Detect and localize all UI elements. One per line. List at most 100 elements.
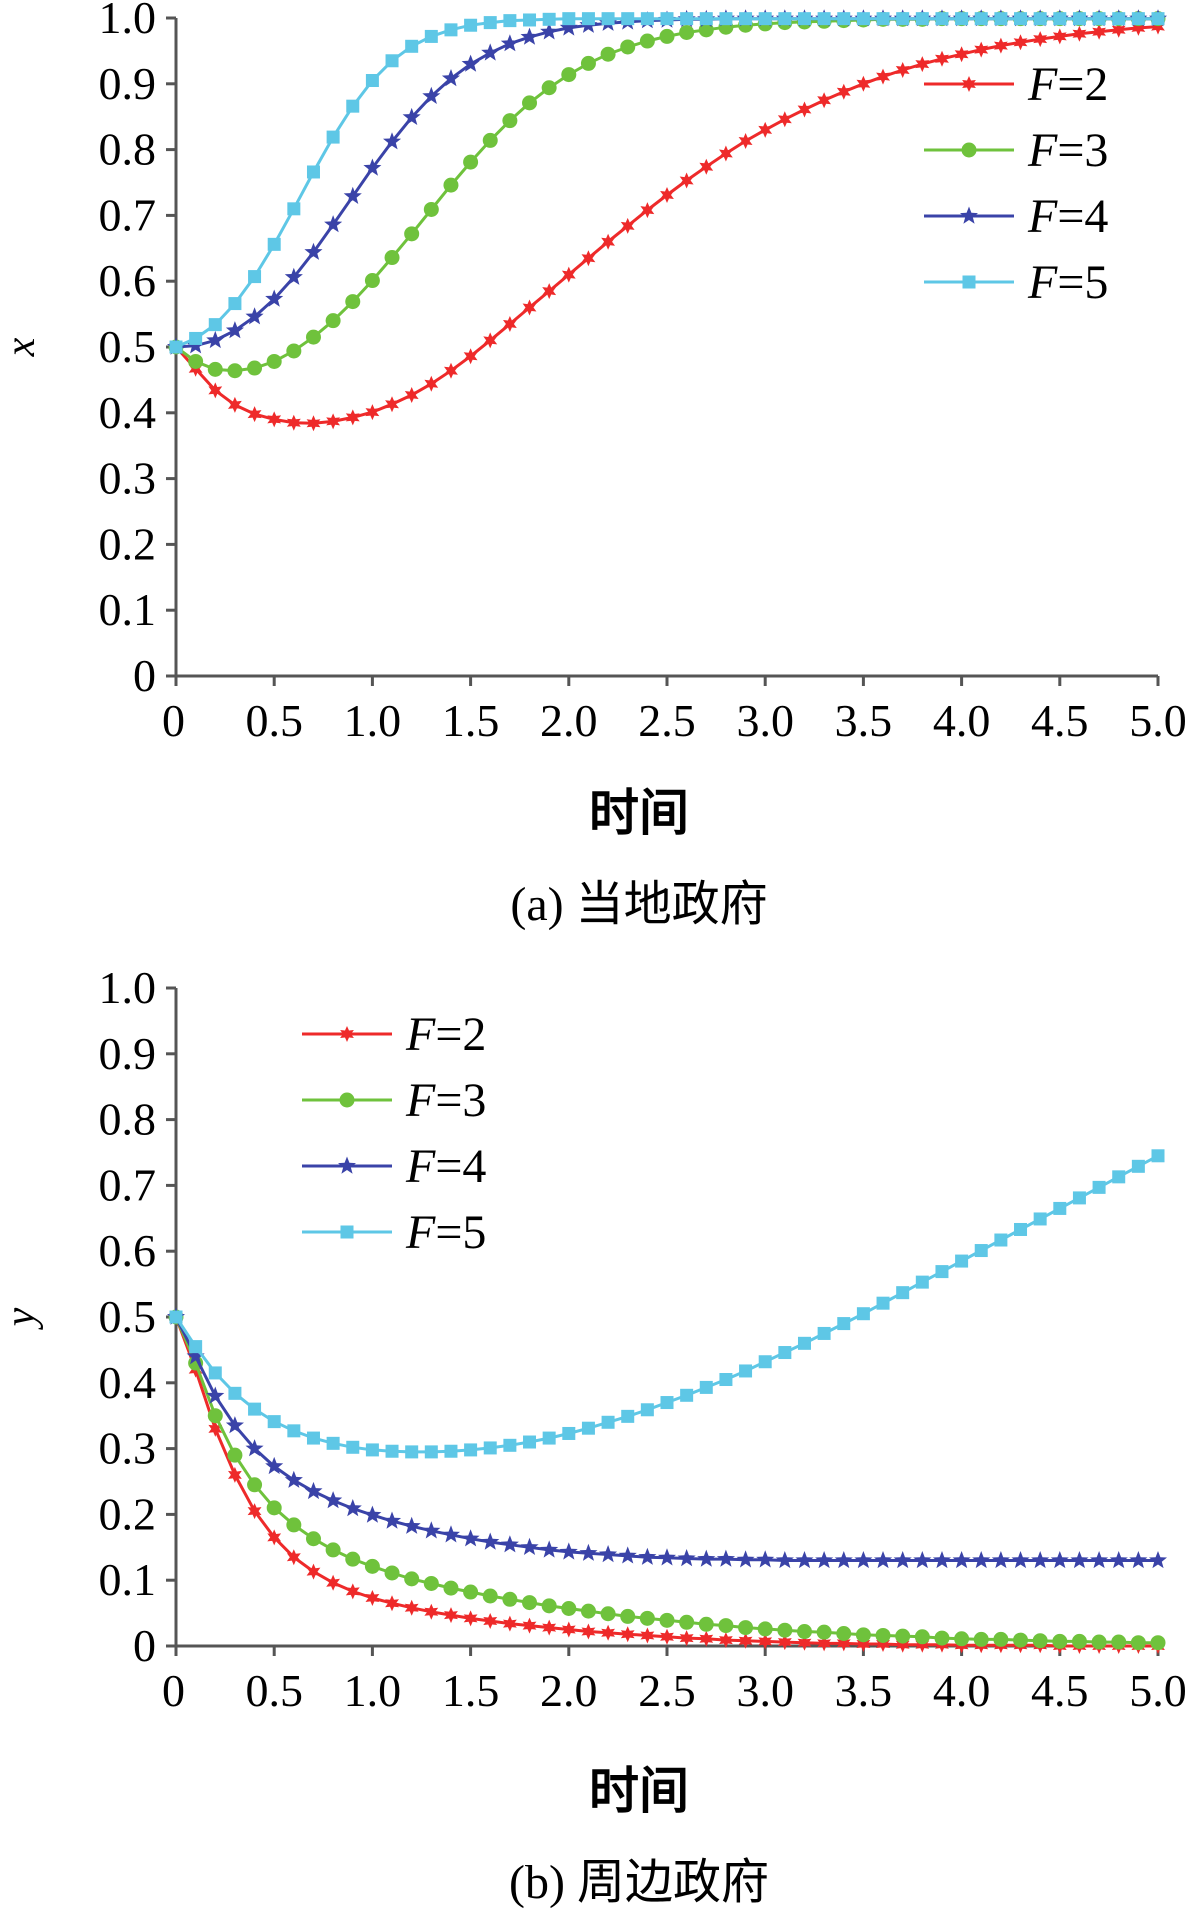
data-point [896, 12, 910, 26]
data-point [679, 1614, 695, 1630]
data-point [208, 1366, 222, 1380]
data-point [267, 1415, 281, 1429]
x-tick-label: 3.5 [835, 1665, 893, 1716]
data-point [542, 12, 556, 26]
data-point [935, 50, 949, 67]
data-point [483, 1441, 497, 1455]
data-point [758, 1355, 772, 1369]
data-point [286, 1517, 302, 1533]
data-point [404, 387, 419, 403]
data-point [228, 297, 242, 311]
data-point [874, 1551, 893, 1569]
data-point [993, 1631, 1009, 1647]
data-point [1052, 1633, 1068, 1649]
data-point [658, 1548, 676, 1566]
data-point [267, 1529, 282, 1546]
data-point [1151, 1149, 1165, 1163]
tick-labels-b: 0 0.1 0.2 0.3 0.4 0.5 0.6 0.7 0.8 0.9 1.0 0 0.5 1.0 1.… [99, 962, 1187, 1716]
data-point [248, 270, 262, 284]
y-tick-label: 0 [133, 650, 156, 701]
data-point [365, 1443, 379, 1457]
legend-item: F=5 [924, 256, 1108, 309]
data-point [503, 316, 517, 332]
data-point [915, 1636, 930, 1653]
data-point [346, 99, 360, 113]
series-line [174, 1316, 1158, 1645]
data-point [738, 133, 753, 149]
data-point [876, 1296, 890, 1310]
data-point [284, 1470, 303, 1488]
data-point [365, 1590, 380, 1606]
data-point [1072, 1191, 1086, 1205]
data-point [306, 1431, 320, 1445]
x-tick-label: 2.0 [540, 1665, 598, 1716]
data-point [405, 39, 419, 53]
data-point [659, 1612, 675, 1628]
x-tick-label: 0.5 [245, 695, 303, 746]
data-point [581, 12, 595, 26]
legend-label: F=2 [405, 1008, 486, 1061]
data-point [463, 348, 478, 365]
data-point [422, 86, 441, 104]
x-tick-label: 2.5 [638, 1665, 696, 1716]
data-point [1070, 1551, 1089, 1569]
data-point [306, 165, 320, 179]
y-tick-label: 0.2 [99, 1488, 157, 1539]
data-point [580, 55, 596, 71]
data-point [1013, 34, 1028, 51]
data-point [639, 33, 655, 49]
x-tick-label: 1.0 [344, 695, 402, 746]
data-point [522, 1617, 537, 1634]
data-point [207, 1408, 223, 1424]
data-point [817, 92, 831, 109]
data-point [660, 12, 674, 26]
data-point [402, 1516, 421, 1534]
data-point [856, 1636, 871, 1652]
data-point [343, 1499, 362, 1517]
data-point [580, 1603, 596, 1619]
data-point [402, 107, 421, 125]
data-point [660, 1628, 674, 1645]
data-point [424, 29, 438, 43]
data-point [208, 1420, 223, 1437]
data-point [461, 54, 480, 72]
data-point [640, 12, 654, 26]
tick-labels-a: 0 0.1 0.2 0.3 0.4 0.5 0.6 0.7 0.8 0.9 1.0 0 0.5 1.0 1.… [99, 0, 1187, 746]
legend-label: F=5 [405, 1206, 486, 1259]
data-point [365, 404, 380, 421]
x-tick-label: 0 [162, 695, 185, 746]
data-point [482, 1588, 498, 1604]
series-line [174, 1316, 1158, 1562]
data-point [304, 1481, 323, 1500]
data-point [267, 411, 282, 428]
data-point [875, 1627, 891, 1643]
data-point [973, 1631, 989, 1647]
data-point [208, 382, 223, 399]
y-axis-label-b: y [0, 1307, 44, 1330]
data-point [422, 1521, 441, 1539]
x-tick-label: 2.0 [540, 695, 598, 746]
legend-marker [340, 1225, 354, 1239]
data-point [893, 1551, 912, 1569]
axes-a [166, 16, 1160, 686]
legend-item: F=5 [302, 1206, 486, 1259]
legend-item: F=3 [924, 124, 1108, 177]
data-point [444, 1607, 458, 1624]
legend-marker [960, 206, 978, 224]
y-tick-label: 1.0 [99, 0, 157, 43]
data-point [247, 360, 263, 376]
x-tick-label: 1.0 [344, 1665, 402, 1716]
data-point [817, 1635, 831, 1652]
panel-caption-a: (a) 当地政府 [510, 878, 767, 931]
y-tick-label: 1.0 [99, 962, 157, 1013]
data-point [796, 1624, 812, 1640]
data-point [716, 1549, 735, 1567]
data-point [306, 1563, 321, 1580]
data-point [1092, 23, 1106, 40]
legend-item: F=2 [924, 58, 1108, 111]
data-point [502, 1591, 518, 1607]
data-point [265, 1456, 284, 1475]
data-point [991, 1551, 1010, 1569]
data-point [324, 215, 343, 233]
